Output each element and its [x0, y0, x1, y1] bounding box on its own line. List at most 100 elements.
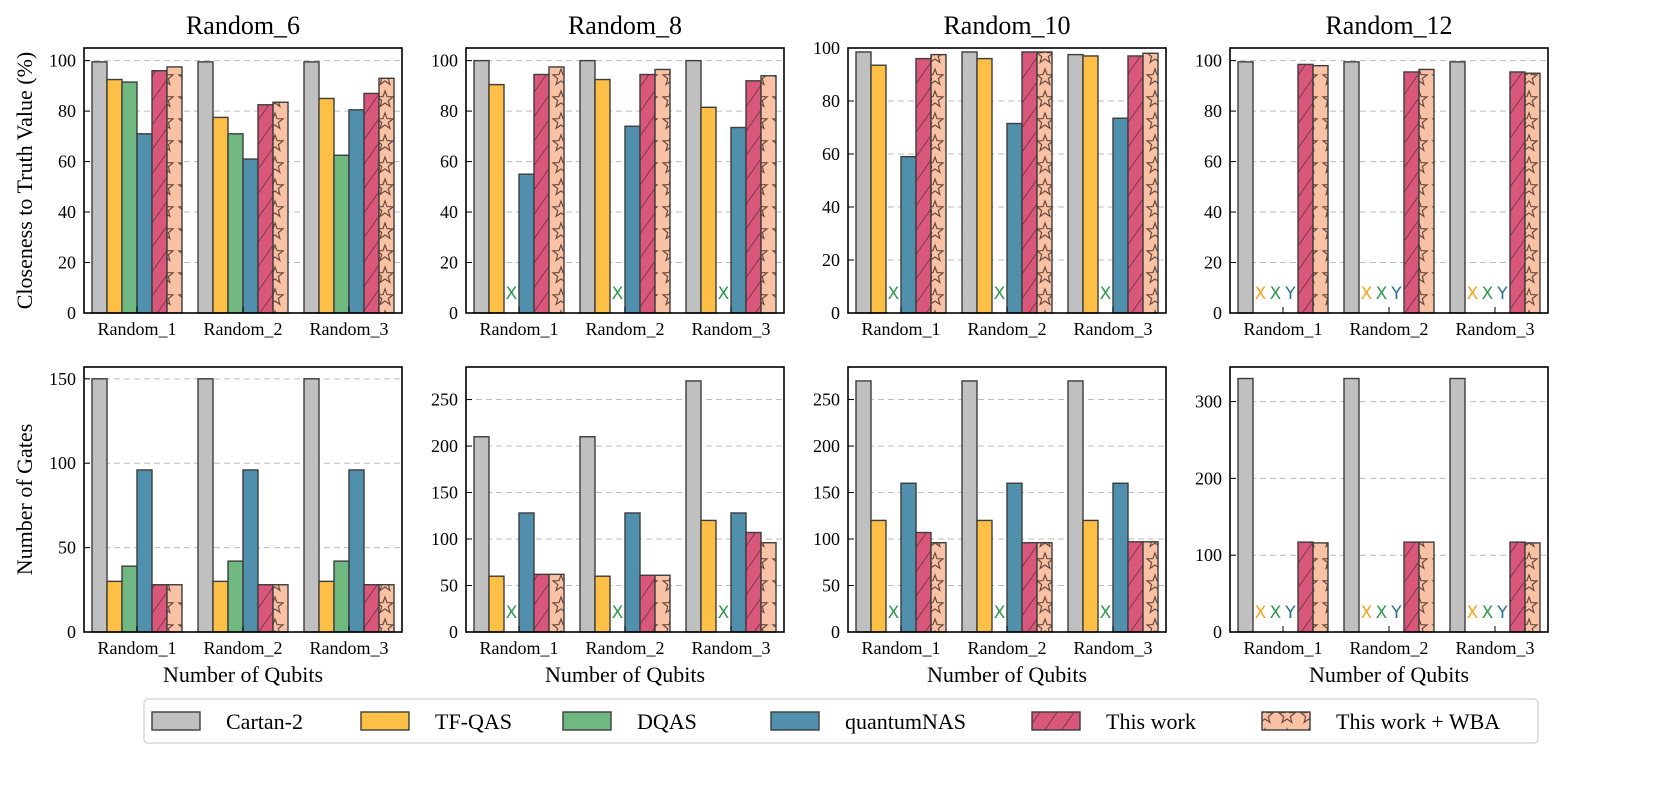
x-tick-label: Random_2 — [204, 638, 283, 658]
bar-cartan-2 — [1449, 377, 1466, 633]
y-tick-label: 100 — [1195, 545, 1222, 565]
missing-marker-tf-qas: X — [1467, 603, 1479, 623]
missing-marker-dqas: X — [888, 603, 900, 623]
x-tick-label: Random_2 — [968, 319, 1047, 339]
bar-quantumnas — [136, 469, 153, 633]
y-tick-label: 250 — [813, 390, 840, 410]
legend-label-this-work-wba: This work + WBA — [1336, 709, 1500, 734]
bar-tf-qas — [212, 580, 229, 633]
bar-quantumnas — [348, 109, 365, 314]
plot-frame — [83, 366, 403, 633]
bar-cartan-2 — [961, 380, 978, 633]
bar-this-work — [1021, 51, 1038, 314]
missing-marker-dqas: X — [718, 603, 730, 623]
bar-quantumnas — [1112, 117, 1129, 314]
bar-cartan-2 — [579, 436, 596, 633]
y-tick-label: 300 — [1195, 392, 1222, 412]
bar-tf-qas — [594, 78, 611, 314]
bar-this-work-wba — [1524, 542, 1541, 633]
bar-cartan-2 — [197, 378, 214, 633]
x-tick-label: Random_2 — [1350, 319, 1429, 339]
bar-this-work-wba — [760, 542, 777, 633]
y-tick-label: 40 — [58, 202, 76, 222]
y-tick-label: 250 — [431, 390, 458, 410]
missing-marker-tf-qas: X — [1467, 284, 1479, 304]
y-tick-label: 0 — [67, 303, 76, 323]
bar-cartan-2 — [303, 378, 320, 633]
bar-tf-qas — [488, 83, 505, 314]
legend-swatch-this-work — [1031, 711, 1081, 731]
legend-label-dqas: DQAS — [637, 709, 697, 734]
bar-this-work-wba — [548, 66, 565, 314]
panel-1: Random_1 Random_2 Random_3 0 20 40 60 80 100 Rand… — [12, 11, 403, 339]
plot-frame — [83, 47, 403, 314]
y-tick-label: 150 — [813, 483, 840, 503]
plot-frame — [1229, 47, 1549, 314]
bar-cartan-2 — [1237, 61, 1254, 314]
bar-this-work — [1403, 541, 1420, 633]
bar-tf-qas — [700, 519, 717, 633]
missing-marker-dqas: X — [994, 284, 1006, 304]
bar-tf-qas — [106, 580, 123, 633]
x-tick-label: Random_3 — [1456, 319, 1535, 339]
missing-marker-quantumnas: Y — [1496, 284, 1508, 304]
x-tick-label: Random_2 — [204, 319, 283, 339]
bar-this-work-wba — [1142, 52, 1159, 314]
legend-label-quantumnas: quantumNAS — [845, 709, 966, 734]
missing-marker-dqas: X — [1482, 603, 1494, 623]
missing-marker-dqas: X — [994, 603, 1006, 623]
missing-marker-dqas: X — [506, 603, 518, 623]
panel-3: X Random_1 X Random_2 X Random_3 0 20 40 60 80 100 R… — [813, 11, 1167, 339]
panel-6: X Random_1 X Random_2 X Random_3 0 50 100 150 200 2… — [431, 366, 785, 687]
y-tick-label: 200 — [431, 436, 458, 456]
bar-this-work-wba — [378, 584, 395, 633]
plot-frame — [465, 47, 785, 314]
bar-cartan-2 — [473, 436, 490, 633]
legend-swatch-dqas — [562, 711, 612, 731]
bar-tf-qas — [870, 64, 887, 314]
x-tick-label: Random_2 — [586, 319, 665, 339]
bar-dqas — [333, 154, 350, 314]
x-tick-label: Random_3 — [1074, 638, 1153, 658]
panel-title: Random_12 — [1325, 11, 1452, 40]
x-axis-label: Number of Qubits — [1309, 662, 1469, 687]
missing-marker-dqas: X — [506, 284, 518, 304]
bar-this-work-wba — [1036, 51, 1053, 314]
missing-marker-quantumnas: Y — [1284, 603, 1296, 623]
x-tick-label: Random_2 — [586, 638, 665, 658]
bar-this-work-wba — [1524, 72, 1541, 314]
missing-marker-dqas: X — [1100, 284, 1112, 304]
panel-title: Random_10 — [943, 11, 1070, 40]
x-axis-label: Number of Qubits — [927, 662, 1087, 687]
x-tick-label: Random_3 — [310, 638, 389, 658]
bar-tf-qas — [1082, 519, 1099, 633]
bar-this-work-wba — [548, 573, 565, 633]
bar-cartan-2 — [579, 59, 596, 314]
y-tick-label: 0 — [831, 303, 840, 323]
bar-this-work — [915, 57, 932, 314]
bar-tf-qas — [318, 97, 335, 314]
y-tick-label: 60 — [1204, 152, 1222, 172]
panel-7: X Random_1 X Random_2 X Random_3 0 50 100 150 200 2… — [813, 366, 1167, 687]
panel-title: Random_6 — [186, 11, 300, 40]
y-tick-label: 20 — [1204, 253, 1222, 273]
bar-this-work — [1509, 71, 1526, 314]
bar-cartan-2 — [197, 61, 214, 314]
missing-marker-dqas: X — [888, 284, 900, 304]
bar-tf-qas — [700, 106, 717, 314]
bar-tf-qas — [594, 575, 611, 633]
bar-quantumnas — [518, 512, 535, 633]
bar-this-work-wba — [1312, 64, 1329, 314]
missing-marker-dqas: X — [1270, 603, 1282, 623]
y-tick-label: 100 — [813, 529, 840, 549]
x-axis-label: Number of Qubits — [545, 662, 705, 687]
y-tick-label: 100 — [49, 453, 76, 473]
missing-marker-dqas: X — [1376, 603, 1388, 623]
missing-marker-tf-qas: X — [1255, 603, 1267, 623]
y-tick-label: 20 — [822, 250, 840, 270]
y-tick-label: 50 — [440, 576, 458, 596]
y-tick-label: 100 — [1195, 51, 1222, 71]
bar-cartan-2 — [1449, 61, 1466, 314]
y-tick-label: 80 — [440, 101, 458, 121]
